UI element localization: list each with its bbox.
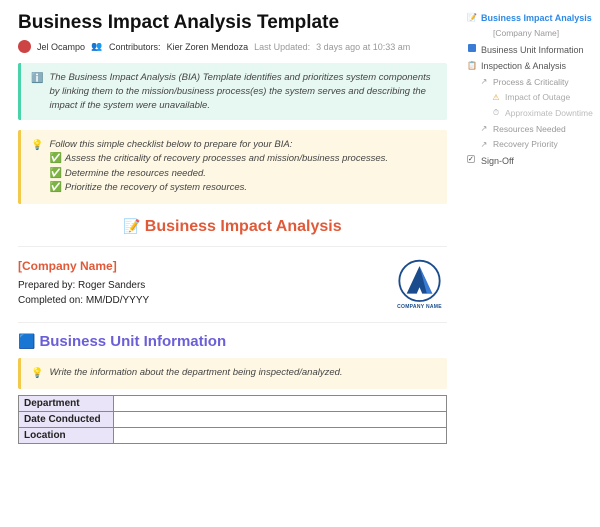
toc-item[interactable]: ⏱ Approximate Downtime <box>465 106 594 122</box>
toc-item-icon: 📝 <box>467 12 477 25</box>
completed-label: Completed on: <box>18 295 83 306</box>
company-block: [Company Name] Prepared by: Roger Sander… <box>18 257 447 312</box>
company-logo: COMPANY NAME <box>392 257 447 312</box>
completed-value: MM/DD/YYYY <box>86 295 149 306</box>
toc-item[interactable]: ↗ Process & Criticality <box>465 75 594 91</box>
toc-item-icon: ⏱ <box>491 107 501 120</box>
toc-item[interactable]: [Company Name] <box>465 26 594 42</box>
checklist-item: ✅ Assess the criticality of recovery proc… <box>49 152 388 167</box>
info-table: Department Date Conducted Location <box>18 395 447 444</box>
section-heading-bui: 🟦 Business Unit Information <box>18 333 447 350</box>
section-heading-bui-text: Business Unit Information <box>39 333 226 350</box>
toc-item-label: Business Impact Analysis <box>481 11 592 25</box>
page-title: Business Impact Analysis Template <box>18 12 447 34</box>
contributors-icon: 👥 <box>91 41 103 53</box>
callout-bui-note: 💡 Write the information about the depart… <box>18 358 447 390</box>
checklist-item-text: Determine the resources needed. <box>65 168 206 179</box>
callout-checklist: 💡 Follow this simple checklist below to … <box>18 130 447 203</box>
contributors-label: Contributors: <box>109 42 161 52</box>
toc-item-label: Sign-Off <box>481 154 514 168</box>
checklist-lead: Follow this simple checklist below to pr… <box>49 138 388 152</box>
meta-row: Jel Ocampo 👥 Contributors: Kier Zoren Me… <box>18 40 447 53</box>
main-content: Business Impact Analysis Template Jel Oc… <box>0 0 465 527</box>
table-row: Location <box>19 428 447 444</box>
completed-row: Completed on: MM/DD/YYYY <box>18 293 149 308</box>
callout-bui-text: Write the information about the departme… <box>49 366 342 382</box>
table-header-cell: Date Conducted <box>19 412 114 428</box>
author-avatar <box>18 40 31 53</box>
company-info: [Company Name] Prepared by: Roger Sander… <box>18 257 149 308</box>
toc-item-label: [Company Name] <box>493 27 559 41</box>
callout-info-text: The Business Impact Analysis (BIA) Templ… <box>49 71 437 112</box>
divider <box>18 322 447 323</box>
toc-item-icon: 📋 <box>467 60 477 73</box>
author-name: Jel Ocampo <box>37 42 85 52</box>
table-row: Date Conducted <box>19 412 447 428</box>
divider <box>18 246 447 247</box>
prepared-by-label: Prepared by: <box>18 280 75 291</box>
toc-item-icon: ⚠ <box>491 92 501 105</box>
toc-item-label: Recovery Priority <box>493 138 558 152</box>
table-value-cell[interactable] <box>114 396 447 412</box>
table-value-cell[interactable] <box>114 428 447 444</box>
toc-item-label: Resources Needed <box>493 123 566 137</box>
toc-item[interactable]: ↗ Resources Needed <box>465 122 594 138</box>
toc-item[interactable]: ⚠ Impact of Outage <box>465 90 594 106</box>
table-value-cell[interactable] <box>114 412 447 428</box>
toc-item-icon: ↗ <box>479 76 489 89</box>
bulb-icon: 💡 <box>31 367 43 382</box>
toc-item-label: Impact of Outage <box>505 91 570 105</box>
toc-item[interactable]: 📋 Inspection & Analysis <box>465 58 594 74</box>
check-icon: ✅ <box>49 153 61 164</box>
toc-item[interactable]: 📝 Business Impact Analysis <box>465 10 594 26</box>
toc-item[interactable]: ↗ Recovery Priority <box>465 137 594 153</box>
table-header-cell: Location <box>19 428 114 444</box>
toc-item-label: Process & Criticality <box>493 76 569 90</box>
toc-item-icon: ↗ <box>479 139 489 152</box>
checklist-item-text: Assess the criticality of recovery proce… <box>65 153 388 164</box>
contributors-names: Kier Zoren Mendoza <box>167 42 249 52</box>
toc-item-label: Business Unit Information <box>481 43 584 57</box>
toc-item-label: Approximate Downtime <box>505 107 593 121</box>
updated-value: 3 days ago at 10:33 am <box>316 42 410 52</box>
prepared-by-row: Prepared by: Roger Sanders <box>18 278 149 293</box>
toc-sidebar: 📝 Business Impact Analysis [Company Name] B… <box>465 0 600 527</box>
info-icon: ℹ️ <box>31 72 43 112</box>
check-icon: ✅ <box>49 182 61 193</box>
toc-item-label: Inspection & Analysis <box>481 59 566 73</box>
callout-checklist-body: Follow this simple checklist below to pr… <box>49 138 388 195</box>
updated-label: Last Updated: <box>254 42 310 52</box>
table-row: Department <box>19 396 447 412</box>
company-name-placeholder: [Company Name] <box>18 257 149 275</box>
square-icon: 🟦 <box>18 333 35 350</box>
section-heading-bia-text: Business Impact Analysis <box>145 218 342 236</box>
prepared-by-value: Roger Sanders <box>78 280 145 291</box>
logo-text: COMPANY NAME <box>392 304 447 310</box>
check-icon: ✅ <box>49 168 61 179</box>
toc-item[interactable]: Business Unit Information <box>465 42 594 58</box>
toc-item-icon: ↗ <box>479 123 489 136</box>
section-heading-bia: 📝 Business Impact Analysis <box>18 218 447 236</box>
document-icon: 📝 <box>123 218 140 235</box>
toc-item[interactable]: Sign-Off <box>465 153 594 169</box>
table-header-cell: Department <box>19 396 114 412</box>
callout-info: ℹ️ The Business Impact Analysis (BIA) Te… <box>18 63 447 120</box>
toc-item-icon <box>467 155 477 168</box>
checklist-item: ✅ Prioritize the recovery of system resou… <box>49 181 388 196</box>
toc-item-icon <box>467 44 477 57</box>
checklist-item: ✅ Determine the resources needed. <box>49 167 388 182</box>
checklist-item-text: Prioritize the recovery of system resour… <box>65 182 247 193</box>
bulb-icon: 💡 <box>31 139 43 195</box>
